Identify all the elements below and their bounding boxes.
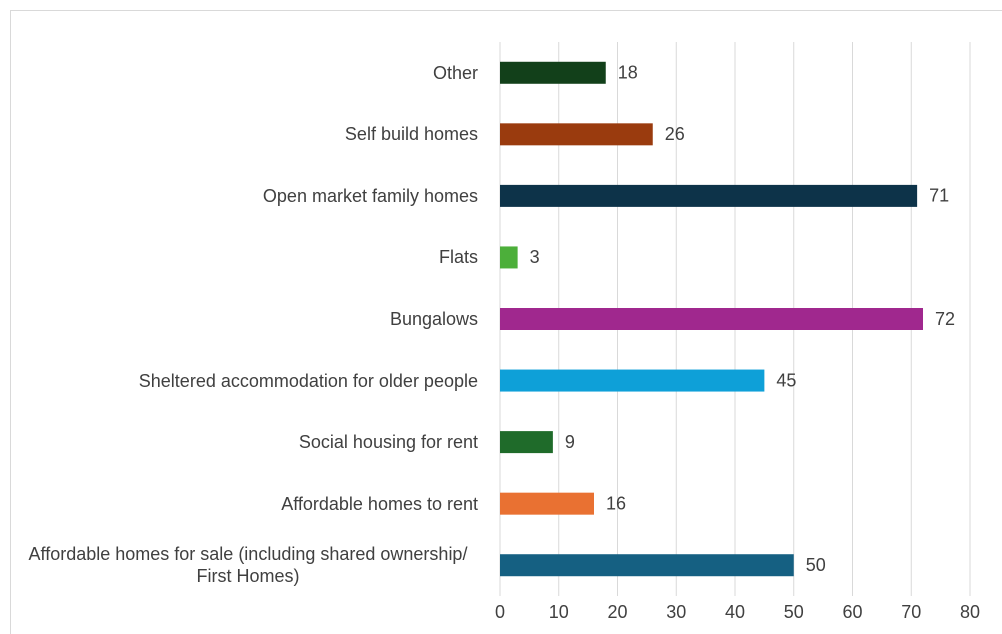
x-tick-label: 30 [666,602,686,622]
bar [500,308,923,330]
x-tick-label: 50 [784,602,804,622]
x-tick-label: 20 [607,602,627,622]
data-label: 71 [929,186,949,206]
data-label: 16 [606,493,626,513]
x-tick-label: 80 [960,602,980,622]
data-label: 18 [618,63,638,83]
y-tick-label: Affordable homes for sale (including sha… [28,544,468,587]
bar [500,184,918,207]
x-tick-label: 10 [549,602,569,622]
category-label-box: Affordable homes to rent [8,474,478,534]
x-tick-label: 60 [842,602,862,622]
bar [500,369,765,392]
bar [500,431,553,454]
y-tick-label: Sheltered accommodation for older people [138,370,478,391]
category-label-box: Social housing for rent [8,412,478,472]
x-tick-label: 40 [725,602,745,622]
category-label-box: Affordable homes for sale (including sha… [8,535,478,595]
category-label-box: Bungalows [8,289,478,349]
bar [500,123,653,146]
category-label-box: Open market family homes [8,166,478,226]
y-tick-label: Self build homes [344,124,478,145]
y-tick-label: Social housing for rent [298,432,478,453]
x-tick-label: 70 [901,602,921,622]
y-tick-label: Other [432,62,478,83]
category-label-box: Flats [8,227,478,287]
y-tick-label: Flats [438,247,478,268]
bar [500,246,518,269]
bar [500,554,794,577]
category-label-box: Sheltered accommodation for older people [8,351,478,411]
y-tick-label: Bungalows [389,309,478,329]
data-label: 9 [565,432,575,452]
category-label-box: Other [8,43,478,103]
data-label: 26 [665,124,685,144]
y-tick-label: Open market family homes [262,185,478,206]
data-label: 45 [776,370,796,390]
chart-border [10,10,1002,634]
x-tick-label: 0 [495,602,505,622]
bar [500,492,594,515]
data-label: 72 [935,309,955,329]
y-tick-label: Affordable homes to rent [281,493,478,514]
data-label: 3 [530,247,540,267]
category-label-box: Self build homes [8,104,478,164]
data-label: 50 [806,555,826,575]
bar [500,61,606,84]
